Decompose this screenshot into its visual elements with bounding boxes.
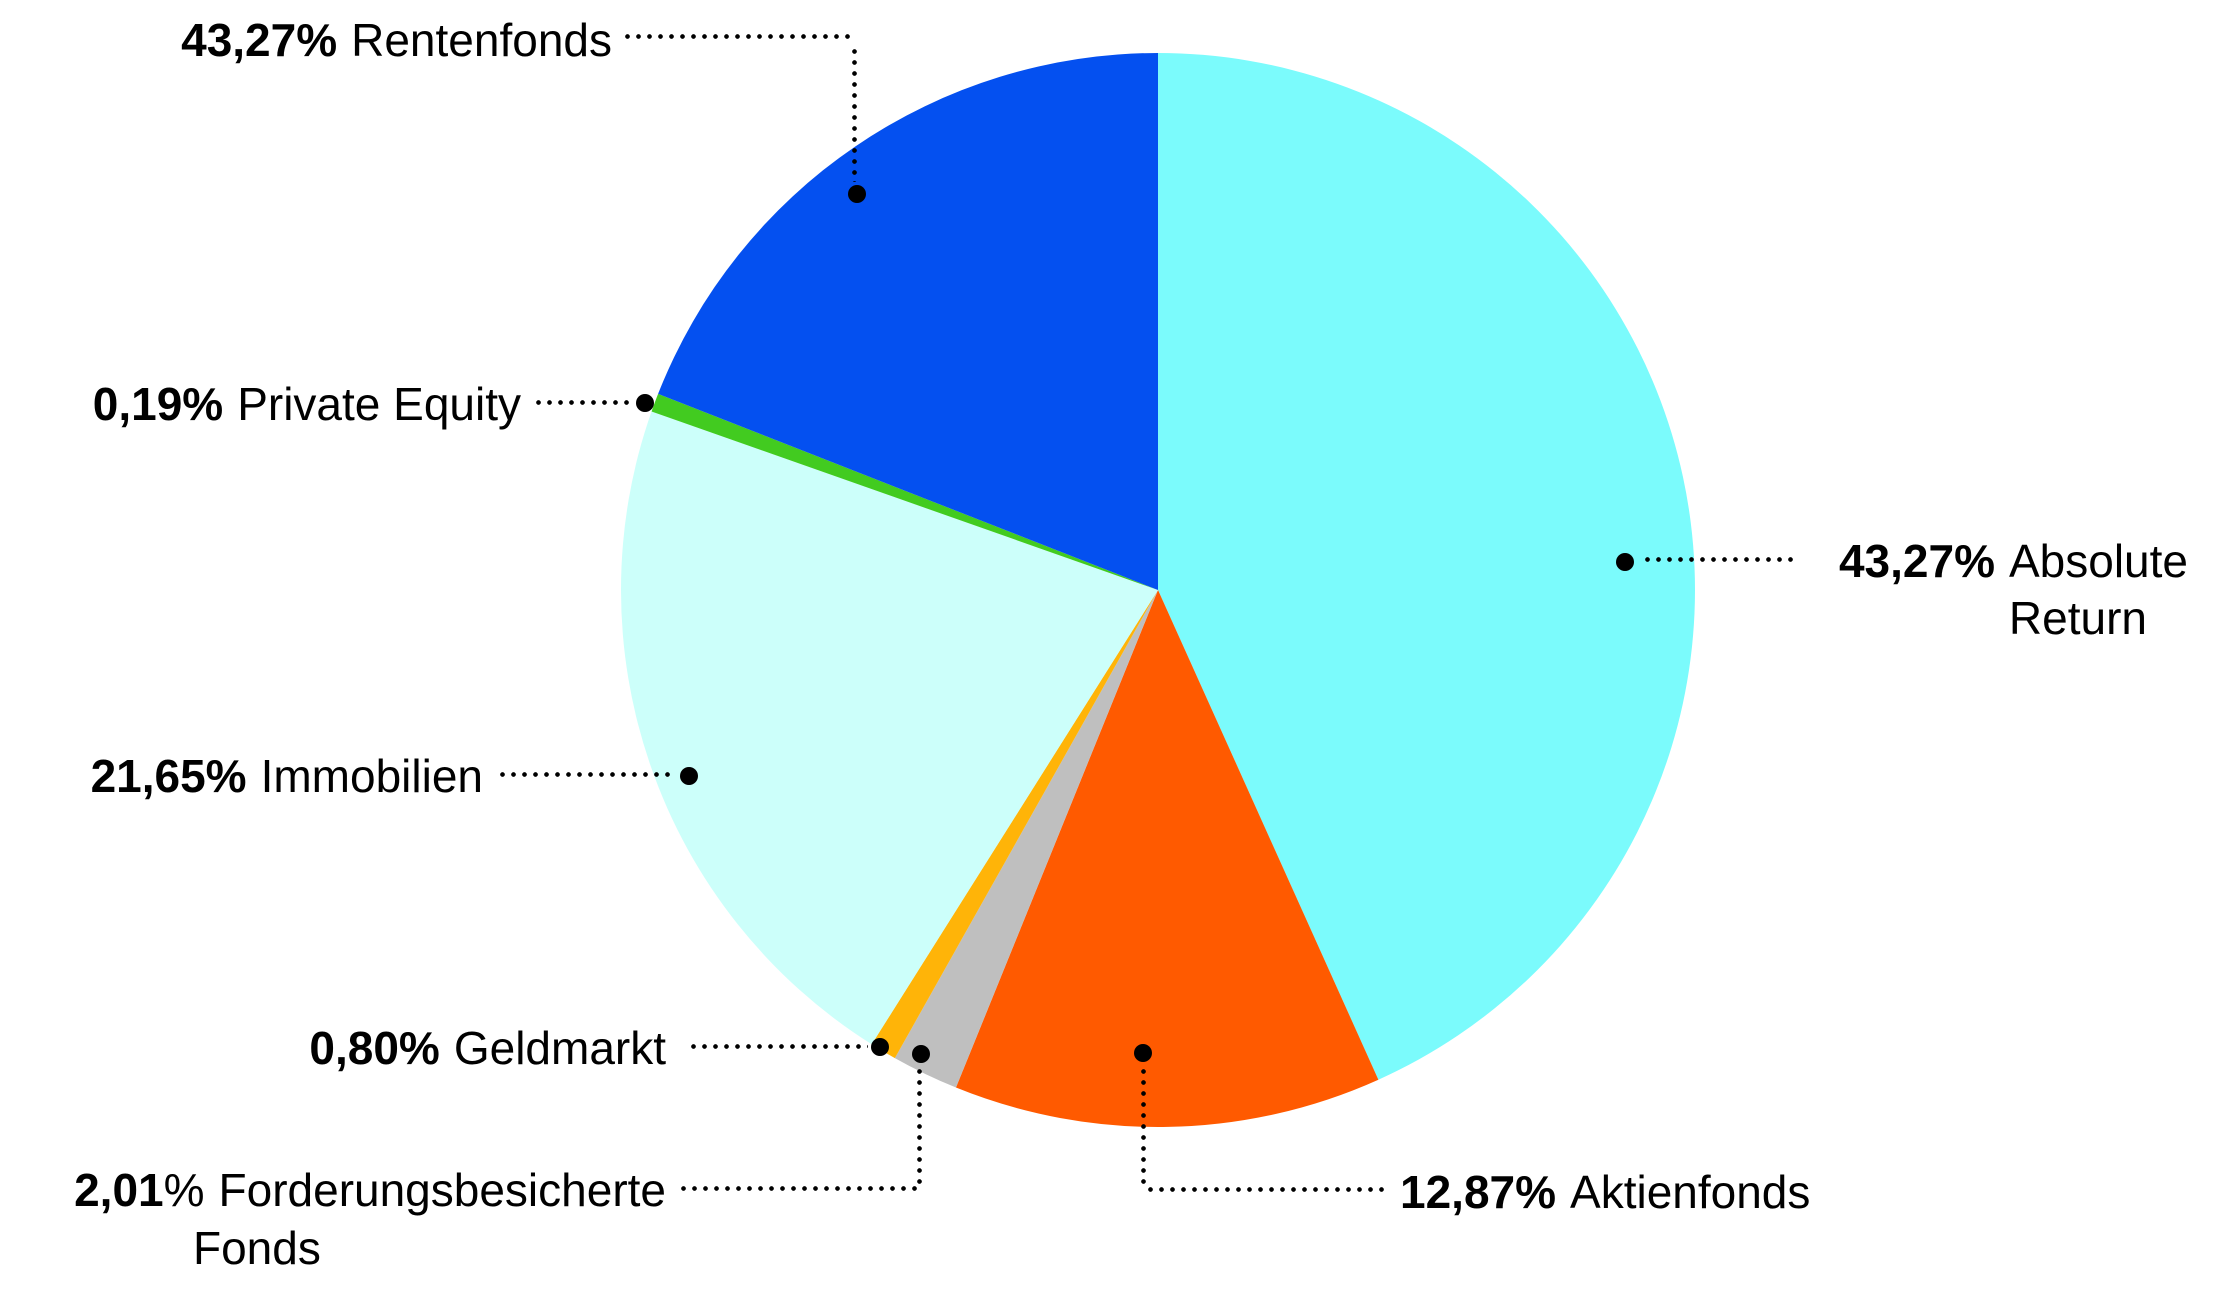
leader-rentenfonds-vertical [852,46,857,182]
pie-slice-geldmarkt [871,590,1158,1059]
label-absolute-return-value: 43,27% [1838,535,1995,587]
pie-slice-absolute-return [1158,53,1695,1080]
label-geldmarkt: 0,80% Geldmarkt [0,1020,666,1077]
label-forderungsbesicherte-line2: Fonds [193,1222,321,1274]
label-immobilien: 21,65% Immobilien [0,748,483,805]
leader-absolute-return-horizontal [1642,557,1795,562]
label-private-equity: 0,19% Private Equity [0,376,521,433]
label-immobilien-value: 21,65% [90,750,247,802]
marker-dot-geldmarkt [871,1038,889,1056]
label-rentenfonds: 43,27% Rentenfonds [0,12,612,69]
label-geldmarkt-value: 0,80% [309,1022,440,1074]
pie-slice-aktienfonds [955,590,1379,1128]
label-geldmarkt-text: Geldmarkt [453,1022,666,1074]
marker-dot-rentenfonds [848,185,866,203]
leader-forderungsbesicherte-horizontal [678,1186,918,1191]
marker-dot-aktienfonds [1134,1044,1152,1062]
label-absolute-return-text: Absolute [2008,535,2188,587]
pie-slice-rentenfonds [658,53,1158,590]
leader-immobilien-horizontal [497,772,672,777]
label-absolute-return: 43,27% Absolute Return [1839,533,2188,647]
label-immobilien-text: Immobilien [260,750,483,802]
leader-private-equity-horizontal [533,400,633,405]
leader-forderungsbesicherte-vertical [917,1066,922,1186]
leader-aktienfonds-horizontal [1145,1187,1385,1192]
leader-rentenfonds-horizontal [622,34,854,39]
label-aktienfonds: 12,87% Aktienfonds [1400,1164,1810,1221]
label-rentenfonds-value: 43,27% [181,14,338,66]
pie-slice-private-equity [651,393,1158,590]
label-aktienfonds-text: Aktienfonds [1570,1166,1811,1218]
label-forderungsbesicherte-value: 2,01 [74,1164,164,1216]
pie-slice-forderungsbesicherte-fonds [894,590,1158,1088]
label-rentenfonds-text: Rentenfonds [351,14,612,66]
label-aktienfonds-value: 12,87% [1400,1166,1557,1218]
marker-dot-immobilien [680,767,698,785]
marker-dot-forderungsbesicherte [912,1045,930,1063]
pie-slice-immobilien [620,411,1158,1045]
marker-dot-absolute-return [1616,553,1634,571]
label-absolute-return-line1: 43,27% Absolute [1839,533,2188,590]
label-forderungsbesicherte-line1: 2,01% Forderungsbesicherte [0,1162,666,1219]
label-private-equity-value: 0,19% [92,378,224,430]
leader-geldmarkt-horizontal [688,1044,868,1049]
marker-dot-private-equity [636,394,654,412]
label-forderungsbesicherte-percent-sign: % [163,1164,205,1216]
label-forderungsbesicherte-text: Forderungsbesicherte [218,1164,666,1216]
label-private-equity-text: Private Equity [237,378,521,430]
label-absolute-return-line2: Return [2008,592,2147,644]
leader-aktienfonds-vertical [1141,1066,1146,1187]
